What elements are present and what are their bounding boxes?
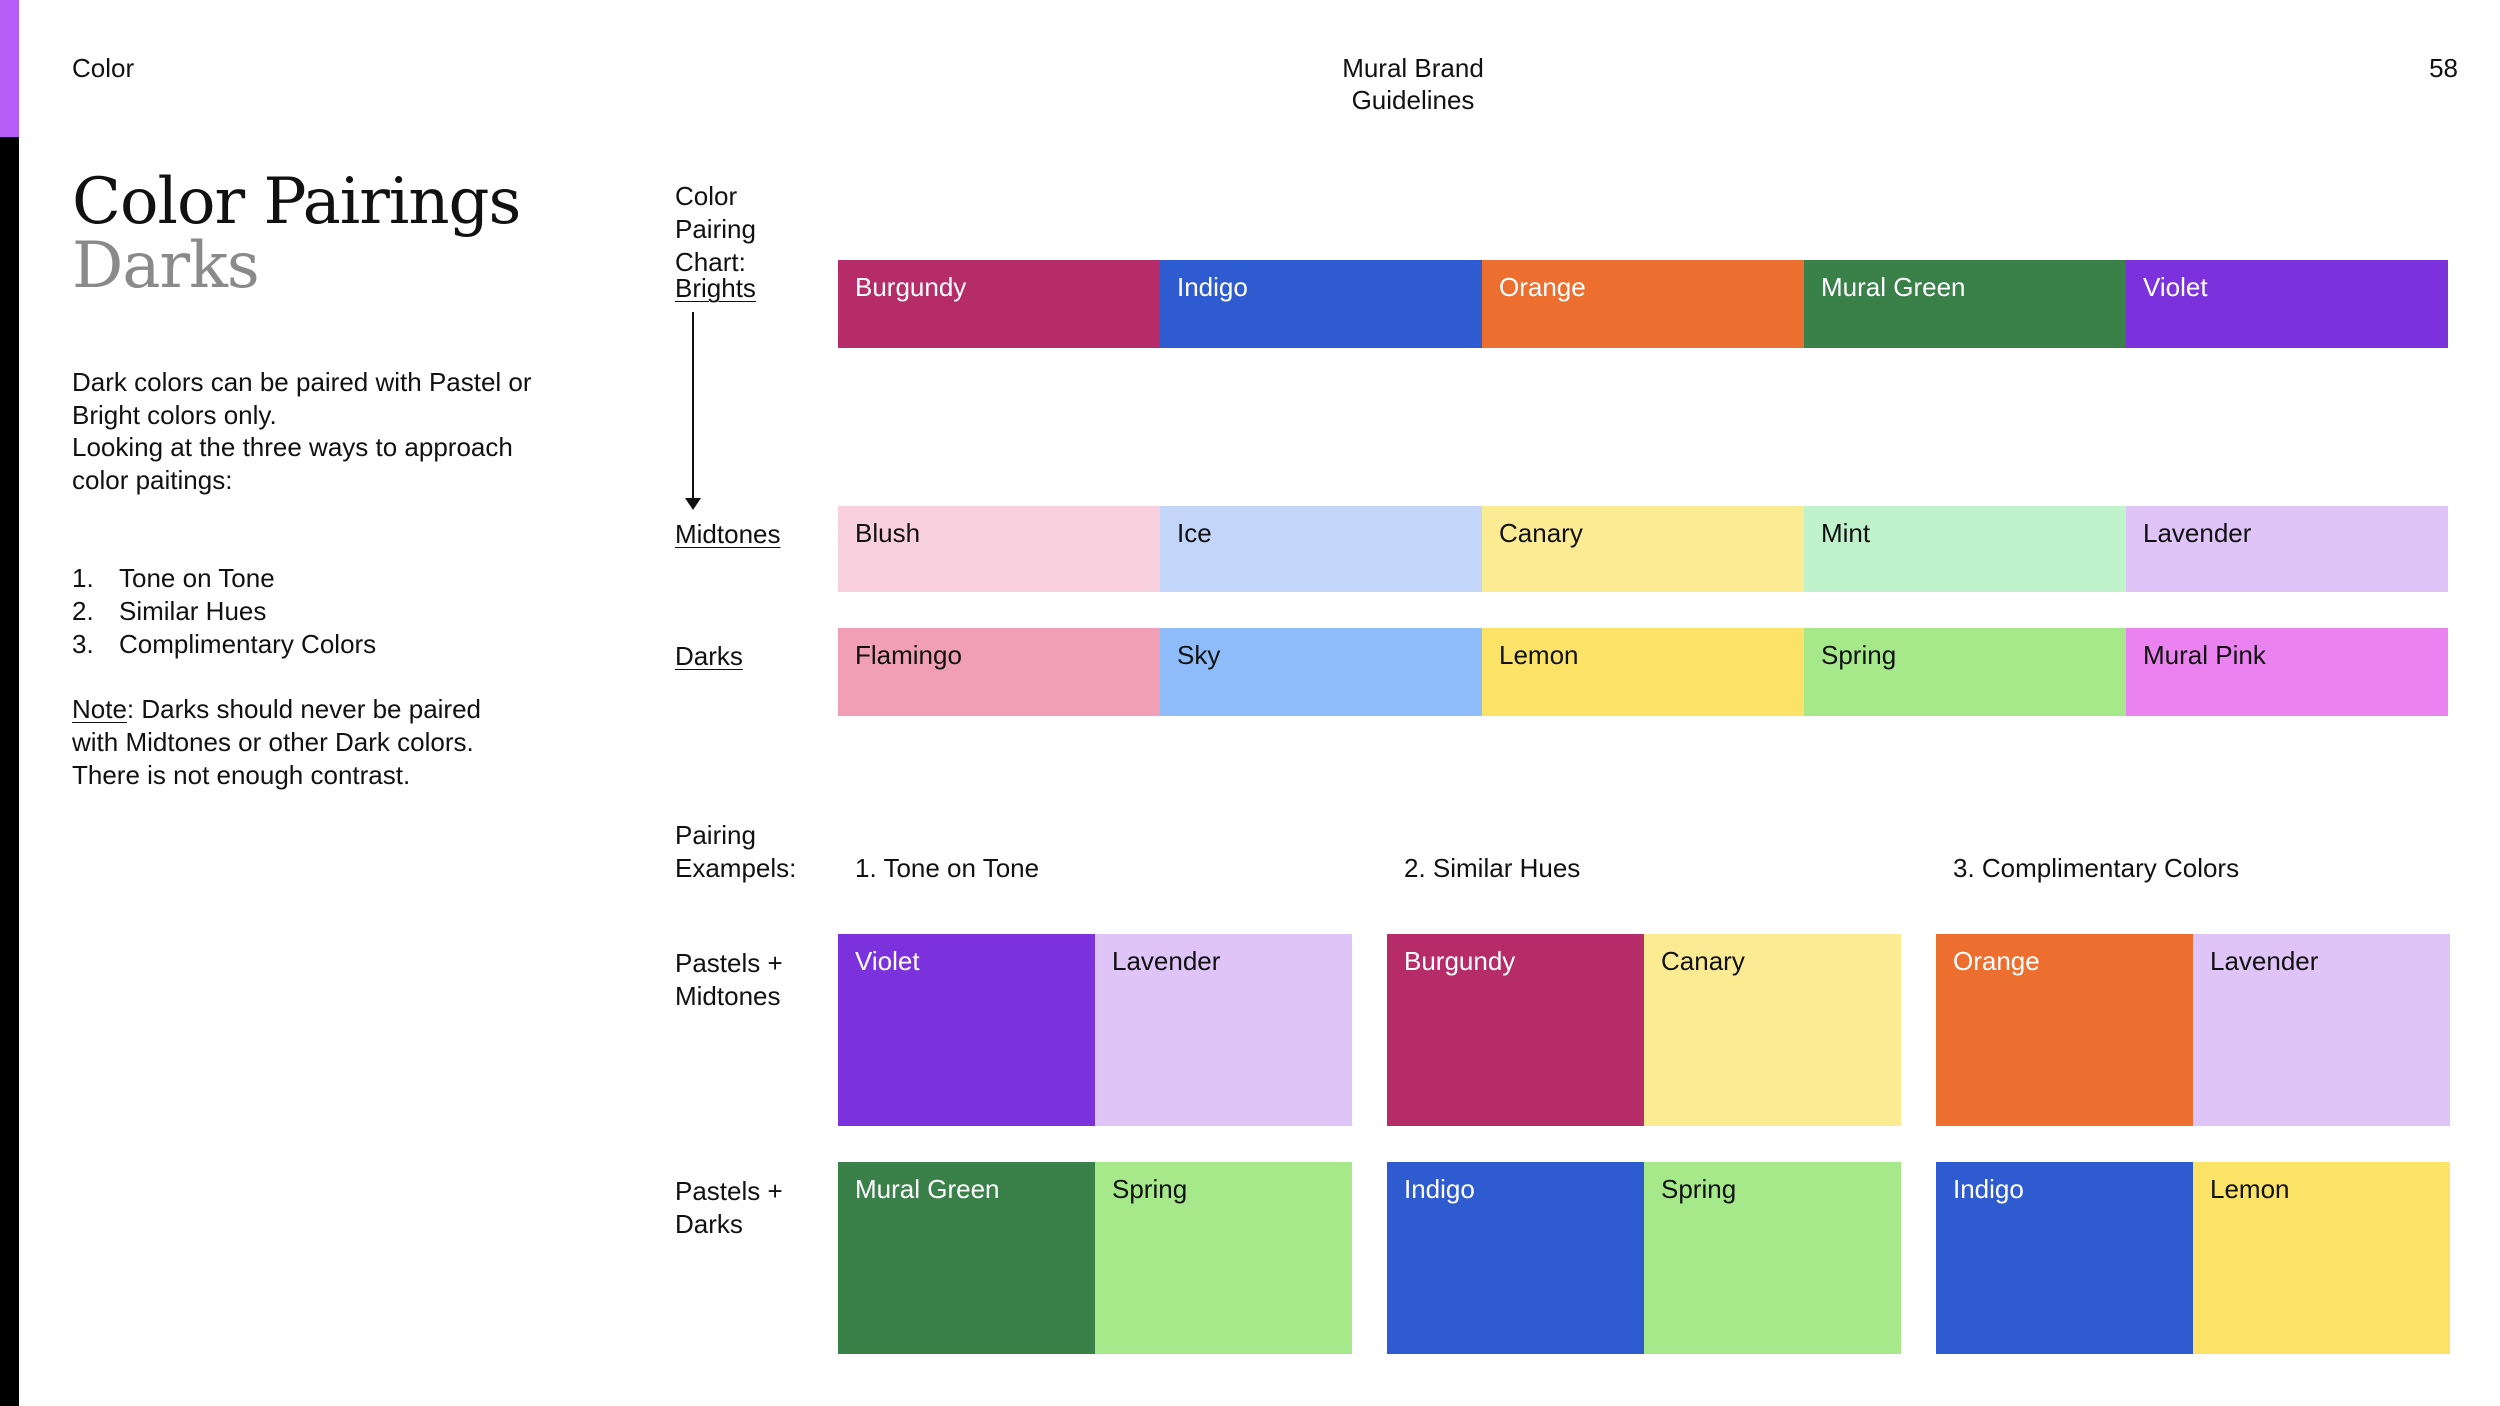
swatch-row-midtones: Blush Ice Canary Mint Lavender <box>838 506 2448 592</box>
chart-label: Color Pairing Chart: <box>675 181 756 277</box>
example-column-heading: 1. Tone on Tone <box>855 853 1040 883</box>
edge-accent <box>0 0 19 137</box>
down-arrow-line <box>692 312 694 502</box>
page-subtitle: Darks <box>72 229 260 303</box>
pair-swatch: Spring <box>1095 1162 1352 1354</box>
color-swatch: Lavender <box>2126 506 2448 592</box>
list-number: 3. <box>72 629 94 659</box>
example-column-heading: 2. Similar Hues <box>1404 853 1581 883</box>
example-row-label: Pastels + Darks <box>675 1176 783 1239</box>
intro-paragraph-2: Looking at the three ways to approach co… <box>72 432 513 495</box>
examples-label: Pairing Exampels: <box>675 820 797 883</box>
pair-swatch: Lavender <box>2193 934 2450 1126</box>
pair-block: Indigo Lemon <box>1936 1162 2450 1354</box>
row-label-midtones: Midtones <box>675 519 781 549</box>
page-title: Color Pairings <box>72 165 521 239</box>
pair-swatch: Orange <box>1936 934 2193 1126</box>
header-doc-title: Mural Brand Guidelines <box>1342 53 1484 115</box>
color-swatch: Orange <box>1482 260 1804 348</box>
intro-paragraph-1: Dark colors can be paired with Pastel or… <box>72 367 532 430</box>
pair-block: Violet Lavender <box>838 934 1352 1126</box>
pair-block: Indigo Spring <box>1387 1162 1901 1354</box>
row-label-darks: Darks <box>675 641 743 671</box>
down-arrow-icon <box>685 498 701 510</box>
pair-swatch: Lemon <box>2193 1162 2450 1354</box>
color-swatch: Mural Green <box>1804 260 2126 348</box>
color-swatch: Sky <box>1160 628 1482 716</box>
list-item: 1. Tone on Tone <box>72 562 275 595</box>
note-text: : Darks should never be paired with Midt… <box>72 694 482 790</box>
pair-swatch: Indigo <box>1387 1162 1644 1354</box>
pair-block: Orange Lavender <box>1936 934 2450 1126</box>
color-swatch: Blush <box>838 506 1160 592</box>
list-text: Complimentary Colors <box>119 629 377 659</box>
header-section: Color <box>72 53 135 83</box>
color-swatch: Burgundy <box>838 260 1160 348</box>
list-number: 1. <box>72 563 94 593</box>
color-swatch: Indigo <box>1160 260 1482 348</box>
list-text: Tone on Tone <box>119 563 275 593</box>
color-swatch: Violet <box>2126 260 2448 348</box>
pair-swatch: Lavender <box>1095 934 1352 1126</box>
swatch-row-brights: Burgundy Indigo Orange Mural Green Viole… <box>838 260 2448 348</box>
color-swatch: Ice <box>1160 506 1482 592</box>
edge-bar <box>0 0 19 1406</box>
color-swatch: Mural Pink <box>2126 628 2448 716</box>
note-label: Note <box>72 694 127 724</box>
row-label-brights: Brights <box>675 273 756 303</box>
color-swatch: Flamingo <box>838 628 1160 716</box>
list-item: 3. Complimentary Colors <box>72 628 376 661</box>
swatch-row-darks: Flamingo Sky Lemon Spring Mural Pink <box>838 628 2448 716</box>
example-column-heading: 3. Complimentary Colors <box>1953 853 2240 883</box>
pair-block: Mural Green Spring <box>838 1162 1352 1354</box>
page-number: 58 <box>2429 53 2458 83</box>
list-text: Similar Hues <box>119 596 267 626</box>
pair-block: Burgundy Canary <box>1387 934 1901 1126</box>
pair-swatch: Violet <box>838 934 1095 1126</box>
pair-swatch: Burgundy <box>1387 934 1644 1126</box>
color-swatch: Canary <box>1482 506 1804 592</box>
color-swatch: Mint <box>1804 506 2126 592</box>
pair-swatch: Mural Green <box>838 1162 1095 1354</box>
color-swatch: Lemon <box>1482 628 1804 716</box>
pair-swatch: Indigo <box>1936 1162 2193 1354</box>
list-number: 2. <box>72 596 94 626</box>
pair-swatch: Canary <box>1644 934 1901 1126</box>
note-paragraph: Note: Darks should never be paired with … <box>72 693 532 792</box>
list-item: 2. Similar Hues <box>72 595 266 628</box>
example-row-label: Pastels + Midtones <box>675 948 783 1011</box>
pair-swatch: Spring <box>1644 1162 1901 1354</box>
color-swatch: Spring <box>1804 628 2126 716</box>
